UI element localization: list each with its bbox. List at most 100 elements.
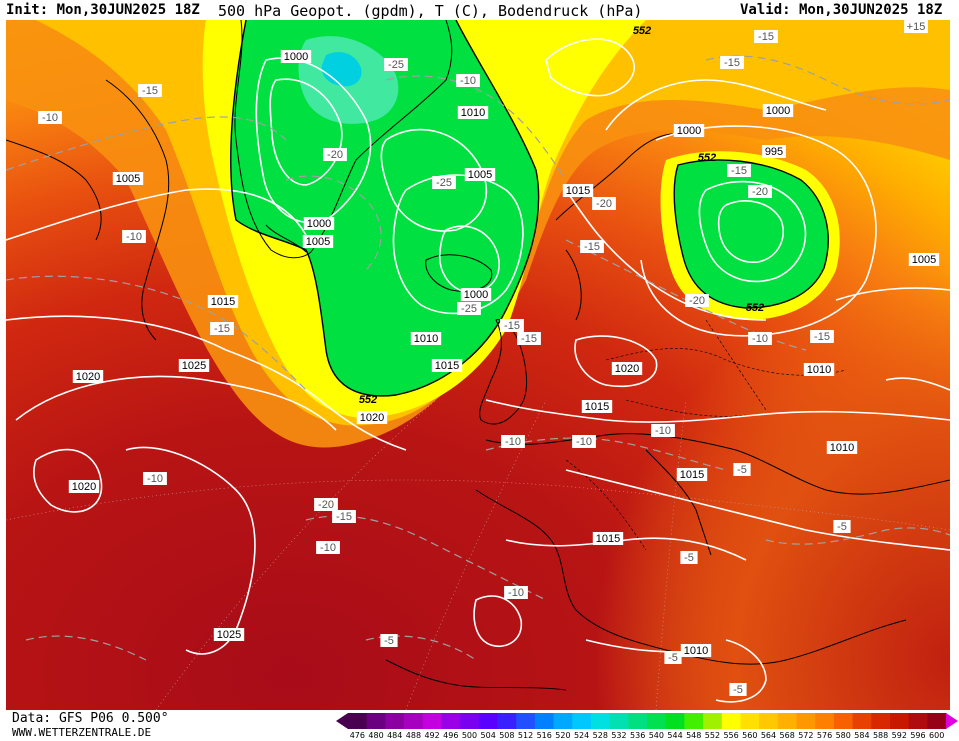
- isotherm-label: -5: [833, 520, 851, 533]
- svg-text:1015: 1015: [585, 401, 609, 413]
- svg-text:-10: -10: [505, 436, 521, 448]
- svg-text:-15: -15: [758, 31, 774, 43]
- isobar-label: 1020: [356, 411, 388, 424]
- svg-text:1000: 1000: [766, 105, 790, 117]
- svg-text:1010: 1010: [414, 333, 438, 345]
- colorbar-swatch: [927, 713, 947, 729]
- svg-text:1020: 1020: [72, 481, 96, 493]
- isobar-label: 1025: [213, 628, 245, 641]
- svg-text:-15: -15: [731, 165, 747, 177]
- colorbar-swatch: [478, 713, 498, 729]
- svg-text:-5: -5: [737, 464, 747, 476]
- isotherm-label: -20: [748, 185, 772, 198]
- colorbar-swatch: [422, 713, 442, 729]
- colorbar-swatch: [385, 713, 405, 729]
- svg-text:-20: -20: [752, 186, 768, 198]
- weather-map[interactable]: 1020 552 -15 +15 1000 -25 -15 -15 -10 -10 1010 1000…: [6, 20, 950, 710]
- svg-text:-10: -10: [126, 231, 142, 243]
- svg-text:1010: 1010: [684, 645, 708, 657]
- svg-text:-25: -25: [436, 177, 452, 189]
- svg-text:1000: 1000: [677, 125, 701, 137]
- isotherm-label: -5: [733, 463, 751, 476]
- colorbar-swatch: [590, 713, 611, 729]
- colorbar-under-arrow: [336, 713, 348, 729]
- svg-text:-5: -5: [384, 635, 394, 647]
- svg-text:-5: -5: [684, 552, 694, 564]
- colorbar-swatch: [404, 713, 424, 729]
- data-source: Data: GFS P06 0.500°: [12, 711, 169, 726]
- svg-text:-20: -20: [689, 295, 705, 307]
- colorbar-tick-label: 524: [573, 731, 590, 740]
- geopotential-label: 552: [746, 302, 764, 314]
- svg-text:1005: 1005: [912, 254, 936, 266]
- isotherm-label: -15: [210, 322, 234, 335]
- svg-text:-25: -25: [388, 59, 404, 71]
- isotherm-label: -15: [517, 332, 541, 345]
- isobar-label: 1000: [762, 104, 794, 117]
- colorbar-swatch: [721, 713, 741, 729]
- colorbar-swatch: [441, 713, 461, 729]
- isobar-label: 1005: [908, 253, 940, 266]
- graticule: [6, 399, 950, 710]
- isobar-label: 1015: [581, 400, 613, 413]
- isobar-label: 1010: [680, 644, 712, 657]
- isobar-label: 1020: [611, 362, 643, 375]
- colorbar-swatch: [572, 713, 592, 729]
- isotherm-label: -10: [143, 472, 167, 485]
- svg-text:552: 552: [359, 394, 377, 406]
- colorbar-swatch: [871, 713, 891, 729]
- isobar-label: 1015: [431, 359, 463, 372]
- colorbar-tick-label: 504: [480, 731, 496, 740]
- map-labels: 1020 552 -15 +15 1000 -25 -15 -15 -10 -10 1010 1000…: [38, 20, 940, 696]
- isobar-label: 1010: [803, 363, 835, 376]
- svg-text:1015: 1015: [680, 469, 704, 481]
- colorbar-tick-label: 564: [760, 731, 777, 740]
- svg-text:1005: 1005: [116, 173, 140, 185]
- isotherm-label: -15: [580, 240, 604, 253]
- isotherm-label: -15: [727, 164, 751, 177]
- site-url: WWW.WETTERZENTRALE.DE: [12, 726, 152, 739]
- svg-text:1015: 1015: [435, 360, 459, 372]
- colorbar-swatch: [534, 713, 555, 729]
- isotherm-label: -10: [38, 111, 62, 124]
- isobar-label: 1015: [592, 532, 624, 545]
- colorbar-tick-label: 496: [443, 731, 459, 740]
- svg-text:-15: -15: [142, 85, 158, 97]
- svg-text:-10: -10: [320, 542, 336, 554]
- colorbar-swatch: [609, 713, 629, 729]
- colorbar-tick-label: 584: [854, 731, 870, 740]
- colorbar-tick-label: 552: [704, 731, 721, 740]
- isobar-label: 1015: [676, 468, 708, 481]
- isobar-label: 1010: [826, 441, 858, 454]
- isobar-label: 1010: [410, 332, 442, 345]
- isotherm-label: -10: [456, 74, 480, 87]
- svg-text:-5: -5: [837, 521, 847, 533]
- isobars: [6, 38, 950, 703]
- svg-text:-10: -10: [460, 75, 476, 87]
- isotherm-label: +15: [904, 20, 928, 33]
- svg-text:552: 552: [698, 152, 716, 164]
- colorbar-swatch: [852, 713, 872, 729]
- svg-text:-10: -10: [147, 473, 163, 485]
- isotherm-label: -15: [754, 30, 778, 43]
- colorbar-tick-label: 528: [592, 731, 608, 740]
- svg-text:-20: -20: [327, 149, 343, 161]
- svg-text:-5: -5: [733, 684, 743, 696]
- isotherm-label: -10: [748, 332, 772, 345]
- svg-text:1000: 1000: [464, 289, 488, 301]
- svg-text:-10: -10: [655, 425, 671, 437]
- legend-values: 476 480 484 488 492 496 500 504 508 512 516 520 524 5…: [336, 731, 958, 741]
- svg-text:-15: -15: [521, 333, 537, 345]
- isotherm-label: -15: [138, 84, 162, 97]
- svg-text:-10: -10: [42, 112, 58, 124]
- isotherm-label: -5: [680, 551, 698, 564]
- svg-text:1025: 1025: [217, 629, 241, 641]
- isobar-label: 1000: [280, 50, 312, 63]
- colorbar-swatch: [815, 713, 835, 729]
- svg-text:-15: -15: [584, 241, 600, 253]
- colorbar-tick-label: 560: [742, 731, 758, 740]
- svg-text:-10: -10: [508, 587, 524, 599]
- isobar-label: 1005: [302, 235, 334, 248]
- colorbar-tick-label: 588: [872, 731, 889, 740]
- geopotential-label: 552: [359, 394, 377, 406]
